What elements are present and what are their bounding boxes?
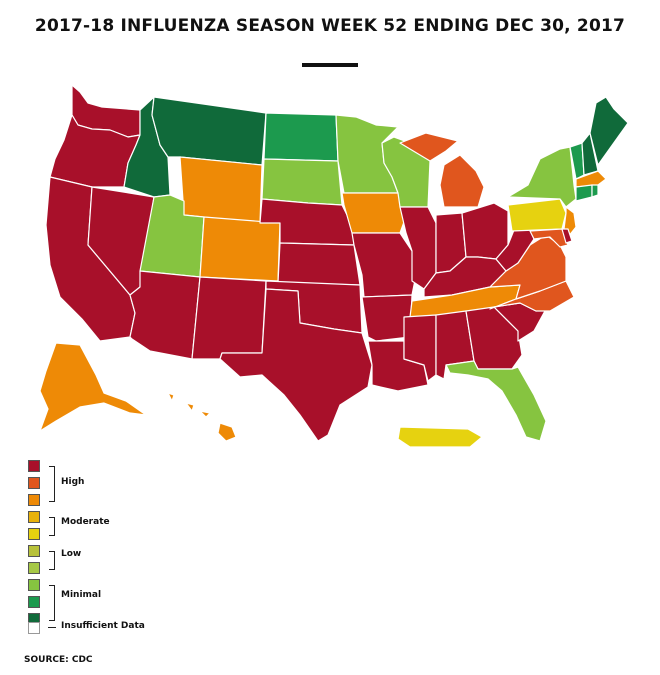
- state-HI: [167, 392, 237, 442]
- state-IA: [341, 192, 409, 234]
- state-SD: [261, 158, 343, 206]
- legend-dash: [48, 627, 56, 628]
- title-underline: [302, 63, 358, 67]
- source-credit: SOURCE: CDC: [24, 655, 93, 665]
- state-PR: [397, 426, 483, 448]
- legend-swatch-high-10: [28, 460, 40, 472]
- map-legend: High Moderate Low Minimal Insufficient D…: [28, 460, 228, 640]
- map-title: 2017-18 INFLUENZA SEASON WEEK 52 ENDING …: [34, 16, 626, 36]
- state-AK: [39, 342, 147, 432]
- state-MT: [151, 96, 267, 166]
- state-CO: [199, 216, 281, 282]
- state-MI: [399, 132, 485, 208]
- legend-label-insufficient: Insufficient Data: [61, 621, 145, 631]
- legend-swatch-high-8: [28, 494, 40, 506]
- legend-bracket-moderate: [49, 517, 55, 536]
- state-RI: [591, 184, 599, 198]
- legend-bracket-minimal: [49, 585, 55, 621]
- state-AR: [361, 294, 413, 342]
- state-ME: [589, 96, 629, 166]
- legend-label-minimal: Minimal: [61, 590, 102, 600]
- legend-label-low: Low: [61, 549, 82, 559]
- state-CT: [575, 184, 593, 202]
- state-NY: [507, 146, 577, 208]
- legend-swatch-high-9: [28, 477, 40, 489]
- state-DE: [561, 228, 573, 244]
- legend-swatch-low-4: [28, 562, 40, 574]
- state-NM: [191, 276, 267, 360]
- state-ND: [263, 112, 339, 162]
- legend-swatch-minimal-3: [28, 579, 40, 591]
- state-FL: [445, 360, 547, 442]
- state-MO: [351, 232, 417, 298]
- state-AZ: [129, 270, 201, 360]
- legend-swatch-insufficient: [28, 622, 40, 634]
- legend-swatch-moderate-7: [28, 511, 40, 523]
- state-TX: [219, 288, 373, 442]
- state-PA: [507, 198, 567, 232]
- state-OH: [461, 202, 509, 260]
- state-MA: [575, 170, 607, 188]
- state-KS: [277, 242, 361, 286]
- us-influenza-map: [39, 84, 629, 448]
- legend-swatch-minimal-2: [28, 596, 40, 608]
- legend-swatch-low-5: [28, 545, 40, 557]
- state-WY: [179, 156, 263, 224]
- legend-swatch-moderate-6: [28, 528, 40, 540]
- legend-bracket-high: [49, 466, 55, 502]
- legend-label-high: High: [61, 477, 85, 487]
- legend-label-moderate: Moderate: [61, 517, 110, 527]
- legend-bracket-low: [49, 551, 55, 570]
